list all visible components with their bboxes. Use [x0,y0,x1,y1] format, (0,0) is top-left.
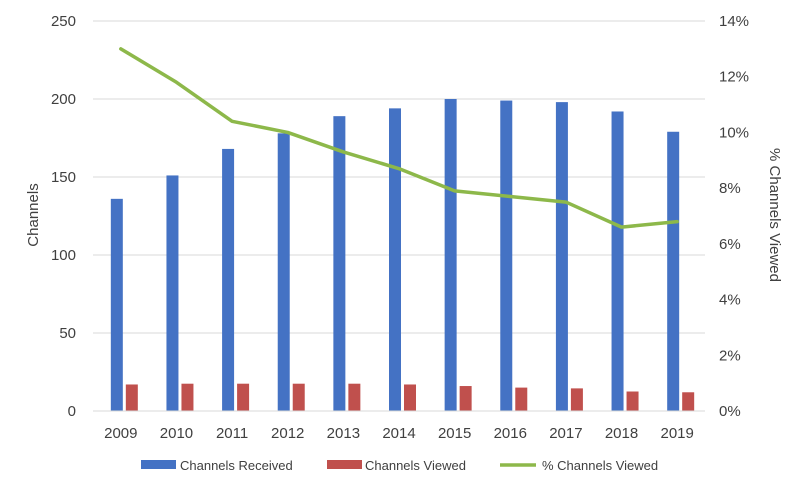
y2-tick-label: 0% [719,403,741,420]
x-tick-label: 2016 [494,425,527,442]
x-tick-label: 2014 [382,425,415,442]
line-series [119,47,679,229]
bar-channels-viewed [125,384,138,411]
bar-channels-received [500,100,513,411]
bar-channels-viewed [459,386,472,411]
x-tick-label: 2015 [438,425,471,442]
legend-label: % Channels Viewed [542,458,658,473]
x-tick-label: 2009 [104,425,137,442]
bar-channels-received [222,148,235,412]
y2-tick-label: 14% [719,13,749,30]
y-tick-label: 250 [51,13,76,30]
legend-swatch [327,460,362,469]
legend-label: Channels Received [180,458,293,473]
legend-item-channels-received: Channels Received [141,458,293,473]
y-tick-label: 100 [51,247,76,264]
legend-item-channels-viewed: Channels Viewed [327,458,466,473]
x-tick-label: 2013 [327,425,360,442]
y-tick-label: 150 [51,169,76,186]
axes: 0 50 100 150 200 250 0% 2% 4% 6% 8% 10% 12% 14% 2009 20… [51,13,749,442]
x-tick-label: 2017 [549,425,582,442]
bar-channels-viewed [292,383,305,411]
bar-channels-received [611,111,624,411]
x-tick-label: 2010 [160,425,193,442]
bars [110,99,695,412]
x-tick-label: 2011 [216,425,248,442]
bar-channels-received [389,108,401,412]
x-tick-label: 2012 [271,425,304,442]
y-tick-label: 200 [51,91,76,108]
y-axis-title: Channels [25,183,42,246]
bar-channels-received [444,99,457,411]
bar-channels-viewed [181,383,194,411]
legend-swatch [141,460,176,469]
y2-tick-label: 4% [719,292,741,309]
y2-tick-label: 10% [719,124,749,141]
bar-channels-received [110,198,123,411]
bar-channels-viewed [237,383,250,411]
x-tick-label: 2019 [660,425,693,442]
bar-channels-received [333,116,346,411]
bar-channels-received [667,131,680,411]
bar-channels-viewed [348,383,361,411]
legend-label: Channels Viewed [365,458,466,473]
y-tick-label: 0 [68,403,76,420]
bar-channels-viewed [570,388,583,411]
bar-channels-received [555,102,568,412]
y-tick-label: 50 [59,325,76,342]
y2-tick-label: 8% [719,180,741,197]
bar-channels-viewed [626,391,639,411]
line-pct-channels-viewed [119,47,679,229]
y2-tick-label: 12% [719,69,749,86]
legend: Channels Received Channels Viewed % Channe… [141,458,658,473]
y2-axis-title: % Channels Viewed [766,148,783,282]
bar-channels-received [277,133,290,411]
legend-item-pct-channels-viewed: % Channels Viewed [500,458,658,473]
y2-tick-label: 2% [719,347,741,364]
y2-tick-label: 6% [719,236,741,253]
bar-channels-received [166,175,179,411]
bar-channels-viewed [404,384,416,411]
x-tick-label: 2018 [605,425,638,442]
bar-channels-viewed [515,387,528,411]
bar-channels-viewed [682,392,695,411]
